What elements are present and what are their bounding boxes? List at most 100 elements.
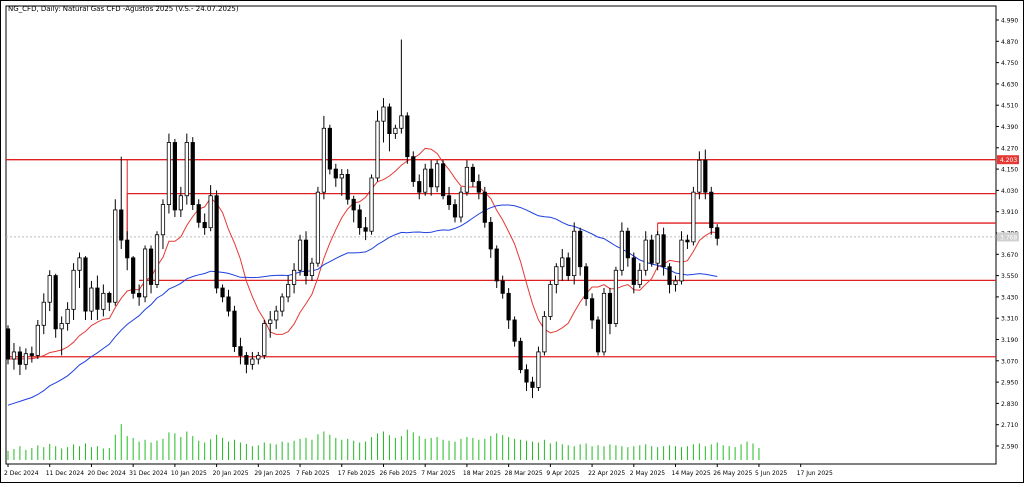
candle-body-up [572,230,577,277]
candle [59,316,64,356]
candle [482,186,487,228]
candle [494,245,499,289]
candle-body-down [661,234,666,268]
candle [703,149,708,200]
candle [518,337,523,374]
candle-body-up [369,177,374,232]
candle-body-down [244,355,249,365]
candle-body-down [446,195,452,206]
y-tick-label: 3.910 [1001,209,1018,216]
candle-body-down [351,198,356,211]
candle-body-up [35,324,40,356]
candle [47,270,52,312]
x-tick-label: 18 Mar 2025 [463,470,501,477]
candle [536,346,541,391]
y-tick-label: 3.670 [1001,252,1018,259]
candle [107,291,112,312]
candle [65,302,70,331]
candle [637,263,642,289]
candle [709,186,714,235]
candle-body-up [142,248,148,298]
candle [23,348,28,370]
y-tick-label: 4.390 [1001,124,1018,131]
candle-body-up [71,269,76,310]
candle [584,263,589,306]
candle-body-down [345,174,350,200]
candle [452,199,458,223]
candle-body-up [423,168,428,193]
x-tick-label: 20 Jan 2025 [213,470,249,477]
candle-body-down [476,181,481,193]
candle [321,115,326,200]
candle-body-up [274,310,279,321]
candle [613,266,619,328]
candle [148,245,154,294]
candle [286,275,291,303]
y-tick-label: 3.190 [1001,337,1018,344]
candle-body-down [631,257,636,285]
candle [399,39,404,134]
candle-body-down [83,257,88,312]
y-tick-label: 4.510 [1001,103,1018,110]
x-tick-label: 9 Apr 2025 [546,470,579,477]
candle-body-down [417,181,422,193]
x-tick-label: 28 Mar 2025 [505,470,543,477]
candle [661,227,666,276]
candle-body-down [578,230,583,268]
candle [268,311,273,338]
candle [166,133,172,214]
candle-body-down [715,227,720,239]
candle [625,227,630,267]
candle [446,186,452,210]
candle-body-up [536,351,541,388]
candle [548,280,553,320]
candle-body-up [208,195,213,229]
current-price-box [997,232,1019,242]
candle [202,213,207,235]
candle [41,293,46,335]
candle-body-down [452,204,458,218]
y-tick-label: 3.310 [1001,316,1018,323]
candle-body-down [327,127,332,170]
candle [393,124,398,139]
candle-body-down [494,248,499,282]
candle-body-up [697,159,702,193]
x-axis: 2 Dec 2024 11 Dec 2024 20 Dec 2024 31 Dec 2… [4,464,833,477]
candle-body-up [435,163,440,188]
candle [119,156,124,249]
candle [506,288,511,329]
candle [53,273,58,338]
candle [649,234,654,267]
candle-body-down [196,204,201,223]
candle [673,275,678,292]
candle [345,169,350,205]
candle [17,346,23,375]
candle [381,98,386,143]
candle-body-down [512,319,517,342]
candle-body-up [160,204,166,236]
candle [214,190,219,294]
candle [256,351,261,365]
candle [476,174,481,200]
candle-body-down [357,209,362,229]
candle [679,231,684,285]
candle-body-down [53,275,58,330]
x-tick-label: 20 Dec 2024 [87,470,126,477]
candle [196,199,201,228]
candle-body-up [554,266,559,285]
candle-body-down [584,266,589,300]
candle [601,288,607,356]
candle [250,351,255,370]
candle [572,222,577,285]
ma-slow-line [7,204,718,406]
candle [619,222,624,276]
y-tick-label: 4.030 [1001,188,1018,195]
candle [262,319,267,360]
candle-body-up [286,284,291,298]
candle [363,217,368,241]
candle-body-up [178,195,183,211]
y-tick-label: 4.630 [1001,81,1018,88]
y-tick-label: 3.550 [1001,273,1018,280]
candle [417,174,422,200]
candle [29,346,34,363]
